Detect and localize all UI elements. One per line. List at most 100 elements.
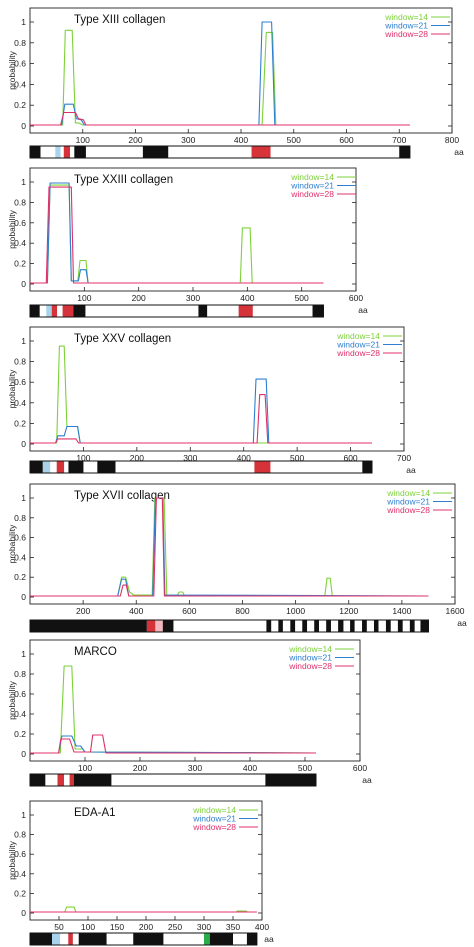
domain-segment-white [39,305,47,317]
y-tick-label: 0.4 [14,552,26,562]
x-tick-label: 700 [392,135,406,145]
domain-segment-white [45,774,58,786]
chart-panel-2: 0 0.2 0.4 0.6 0.8 1 100 200 300 400 500 600 probabil… [7,167,368,318]
x-tick-label: 1200 [339,606,358,616]
y-tick-label: 0 [21,908,26,918]
domain-segment-white [70,146,75,158]
y-axis-label: probability [7,840,17,879]
x-tick-label: 500 [287,135,301,145]
domain-segment-black [142,146,169,158]
series-line-window-28 [30,497,429,597]
domain-segment-white [72,933,79,945]
y-tick-label: 1 [21,649,26,659]
x-unit-label: aa [362,775,372,785]
chart-title: Type XIII collagen [74,14,165,26]
domain-segment-red [69,774,74,786]
legend-label-window-14: window=14 [336,331,380,341]
domain-bar-outline [29,932,258,946]
x-tick-label: 300 [186,293,200,303]
chart-title: Type XXIII collagen [74,174,173,186]
x-tick-label: 200 [133,763,147,773]
domain-segment-black [420,620,429,632]
series-line-window-28 [30,394,372,444]
domain-segment-red [238,305,253,317]
legend-label-window-14: window=14 [288,644,332,654]
x-unit-label: aa [406,465,416,475]
y-axis-label: probability [7,680,17,719]
y-tick-label: 0.8 [14,38,26,48]
domain-segment-red [63,146,71,158]
x-tick-label: 400 [240,293,254,303]
chart-title: Type XVII collagen [74,490,170,502]
x-unit-label: aa [457,618,467,628]
domain-segment-red [51,305,58,317]
domain-segment-red [56,461,65,473]
x-tick-label: 200 [76,606,90,616]
y-tick-label: 0.4 [14,238,26,248]
y-tick-label: 0.4 [14,79,26,89]
y-tick-label: 0.2 [14,100,26,110]
domain-segment-black [314,620,319,632]
x-tick-label: 100 [77,293,91,303]
domain-segment-black [97,461,116,473]
domain-segment-white [64,461,69,473]
x-tick-label: 100 [76,453,90,463]
y-tick-label: 0.8 [14,357,26,367]
domain-segment-black [385,620,391,632]
domain-segment-lightblue [52,933,61,945]
y-tick-label: 0.8 [14,669,26,679]
domain-segment-black [266,620,272,632]
y-tick-label: 1 [21,336,26,346]
y-tick-label: 1 [21,493,26,503]
series-line-window-21 [30,21,410,126]
y-tick-label: 0.2 [14,259,26,269]
domain-segment-white [50,461,57,473]
series-line-window-14 [30,345,372,444]
domain-segment-black [278,620,283,632]
domain-segment-black [30,461,43,473]
legend-label-window-21: window=21 [384,21,428,31]
chart-panel-1: 0 0.2 0.4 0.6 0.8 1 100 200 300 400 500 600 700 800 pr… [7,7,464,159]
domain-bar-outline [29,304,324,318]
domain-segment-black [312,305,324,317]
domain-segment-white [64,774,70,786]
chart-title: EDA-A1 [74,807,116,819]
legend-label-window-28: window=28 [384,29,428,39]
domain-segment-lightblue [46,305,52,317]
domain-segment-black [362,620,367,632]
series-line-window-28 [30,111,410,126]
x-tick-label: 800 [445,135,459,145]
series-line-window-14 [30,906,257,913]
legend-label-window-21: window=21 [386,497,430,507]
y-tick-label: 0.2 [14,572,26,582]
x-tick-label: 350 [226,922,240,932]
legend-label-window-28: window=28 [290,189,334,199]
domain-segment-black [74,146,86,158]
x-tick-label: 200 [139,922,153,932]
domain-segment-black [338,620,344,632]
x-tick-label: 300 [188,763,202,773]
series-line-window-14 [30,497,429,597]
legend-label-window-28: window=28 [192,822,236,832]
x-tick-label: 300 [181,135,195,145]
x-tick-label: 250 [168,922,182,932]
chart-panel-3: 0 0.2 0.4 0.6 0.8 1 100 200 300 400 500 600 700 proba… [7,326,416,475]
x-tick-label: 1400 [392,606,411,616]
x-tick-label: 600 [353,763,367,773]
domain-bar-outline [29,145,411,159]
x-tick-label: 600 [343,453,357,463]
x-unit-label: aa [454,147,464,157]
domain-segment-red [251,146,271,158]
domain-segment-black [209,933,233,945]
chart-title: MARCO [74,646,117,658]
y-tick-label: 0.8 [14,197,26,207]
domain-segment-black [326,620,331,632]
x-tick-label: 500 [290,453,304,463]
series-line-window-14 [30,29,410,126]
series-line-window-21 [30,497,429,597]
x-tick-label: 600 [182,606,196,616]
domain-segment-black [133,933,164,945]
legend-label-window-28: window=28 [336,348,380,358]
